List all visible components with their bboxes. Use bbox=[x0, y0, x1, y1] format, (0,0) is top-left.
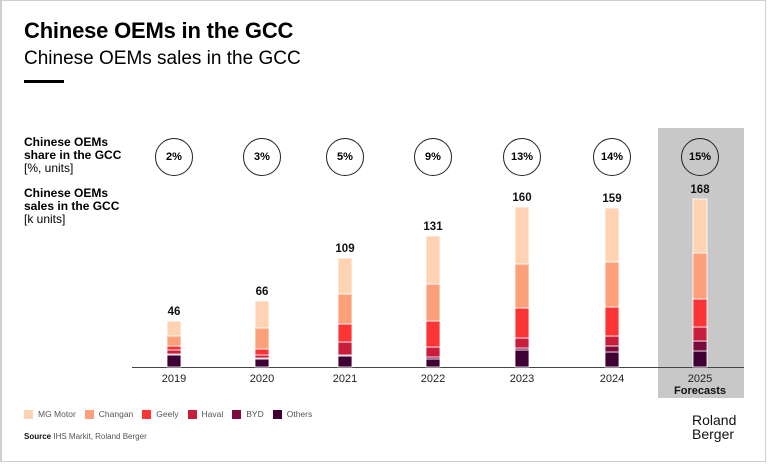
bar-segment-changan-2022 bbox=[425, 283, 441, 322]
bar-segment-changan-2021 bbox=[337, 293, 353, 325]
bar-segment-mg-motor-2024 bbox=[604, 207, 620, 263]
legend-item-mg-motor: MG Motor bbox=[24, 409, 76, 419]
title-accent-bar bbox=[24, 80, 64, 83]
legend-label: Others bbox=[286, 409, 313, 419]
source-label: Source bbox=[24, 432, 52, 441]
share-circle-2020: 3% bbox=[243, 138, 281, 176]
legend-item-geely: Geely bbox=[142, 409, 179, 419]
bar-segment-others-2021 bbox=[337, 355, 353, 368]
legend-item-changan: Changan bbox=[84, 409, 134, 419]
legend-swatch bbox=[142, 409, 152, 419]
share-label-unit: [%, units] bbox=[24, 161, 74, 175]
total-label-2019: 46 bbox=[168, 306, 181, 318]
bar-segment-geely-2024 bbox=[604, 306, 620, 337]
bar-segment-mg-motor-2019 bbox=[166, 320, 182, 337]
legend-swatch bbox=[187, 409, 197, 419]
legend-swatch bbox=[232, 409, 242, 419]
bar-segment-changan-2023 bbox=[514, 263, 530, 309]
total-label-2025: 168 bbox=[690, 184, 710, 196]
legend-item-byd: BYD bbox=[232, 409, 264, 419]
legend-swatch bbox=[84, 409, 94, 419]
source-note: Source IHS Markit, Roland Berger bbox=[24, 432, 147, 441]
bar-segment-geely-2019 bbox=[166, 345, 182, 351]
chart-subtitle: Chinese OEMs sales in the GCC bbox=[24, 48, 301, 69]
bar-segment-geely-2023 bbox=[514, 307, 530, 339]
share-circle-2025: 15% bbox=[681, 138, 719, 176]
sales-label-unit: [k units] bbox=[24, 212, 66, 226]
roland-berger-logo: Roland Berger bbox=[692, 413, 736, 441]
legend-label: Haval bbox=[201, 409, 224, 419]
legend-swatch bbox=[272, 409, 282, 419]
bar-segment-mg-motor-2025 bbox=[692, 198, 708, 254]
share-circle-2021: 5% bbox=[326, 138, 364, 176]
x-tick-label-2022: 2022 bbox=[421, 373, 445, 385]
x-tick-label-2020: 2020 bbox=[250, 373, 274, 385]
x-tick-label-2021: 2021 bbox=[333, 373, 357, 385]
source-text: IHS Markit, Roland Berger bbox=[53, 432, 147, 441]
share-circle-2022: 9% bbox=[414, 138, 452, 176]
bar-segment-haval-2020 bbox=[254, 354, 270, 359]
share-circle-2024: 14% bbox=[593, 138, 631, 176]
legend-label: Geely bbox=[156, 409, 179, 419]
bar-segment-others-2020 bbox=[254, 358, 270, 368]
sales-label-line2: sales in the GCC bbox=[24, 199, 120, 213]
bar-segment-geely-2020 bbox=[254, 348, 270, 356]
logo-line1: Roland bbox=[692, 412, 737, 428]
logo-line2: Berger bbox=[692, 426, 735, 442]
x-tick-label-2025: 2025 bbox=[688, 373, 712, 385]
bar-segment-mg-motor-2020 bbox=[254, 300, 270, 329]
bar-segment-mg-motor-2022 bbox=[425, 235, 441, 285]
share-circle-2019: 2% bbox=[155, 138, 193, 176]
legend-item-haval: Haval bbox=[187, 409, 224, 419]
bar-segment-changan-2020 bbox=[254, 327, 270, 350]
bar-segment-changan-2025 bbox=[692, 252, 708, 300]
total-label-2020: 66 bbox=[256, 286, 269, 298]
bar-segment-others-2024 bbox=[604, 351, 620, 368]
share-circle-2023: 13% bbox=[503, 138, 541, 176]
share-row-label: Chinese OEMs share in the GCC [%, units] bbox=[24, 136, 121, 175]
bar-segment-haval-2023 bbox=[514, 337, 530, 349]
total-label-2024: 159 bbox=[602, 193, 621, 205]
chart-title: Chinese OEMs in the GCC bbox=[24, 18, 294, 43]
share-label-line2: share in the GCC bbox=[24, 148, 122, 162]
x-tick-label-2023: 2023 bbox=[510, 373, 534, 385]
sales-row-label: Chinese OEMs sales in the GCC [k units] bbox=[24, 187, 119, 226]
total-label-2022: 131 bbox=[423, 221, 443, 233]
legend: MG Motor Changan Geely Haval BYD Others bbox=[24, 409, 312, 419]
bar-segment-others-2023 bbox=[514, 349, 530, 368]
legend-item-others: Others bbox=[272, 409, 313, 419]
legend-label: MG Motor bbox=[38, 409, 76, 419]
bar-segment-haval-2024 bbox=[604, 335, 620, 347]
bar-segment-mg-motor-2021 bbox=[337, 257, 353, 295]
total-label-2021: 109 bbox=[335, 243, 354, 255]
total-label-2023: 160 bbox=[512, 192, 531, 204]
bar-segment-haval-2025 bbox=[692, 326, 708, 342]
legend-label: BYD bbox=[246, 409, 264, 419]
bar-segment-haval-2021 bbox=[337, 341, 353, 356]
bar-segment-haval-2022 bbox=[425, 346, 441, 358]
sales-label-line1: Chinese OEMs bbox=[24, 186, 109, 200]
bar-segment-others-2025 bbox=[692, 350, 708, 368]
bar-segment-byd-2024 bbox=[604, 345, 620, 353]
bar-segment-changan-2024 bbox=[604, 261, 620, 308]
bar-segment-geely-2025 bbox=[692, 298, 708, 328]
bar-segment-haval-2019 bbox=[166, 349, 182, 355]
bar-segment-changan-2019 bbox=[166, 335, 182, 347]
bar-segment-byd-2025 bbox=[692, 340, 708, 352]
bar-segment-mg-motor-2023 bbox=[514, 206, 530, 265]
forecast-note: Forecasts bbox=[674, 385, 726, 397]
share-label-line1: Chinese OEMs bbox=[24, 135, 109, 149]
bar-segment-geely-2022 bbox=[425, 320, 441, 348]
legend-label: Changan bbox=[98, 409, 134, 419]
bar-segment-geely-2021 bbox=[337, 323, 353, 343]
x-tick-label-2024: 2024 bbox=[600, 373, 624, 385]
x-tick-label-2019: 2019 bbox=[162, 373, 186, 385]
legend-swatch bbox=[24, 409, 33, 419]
bar-segment-others-2022 bbox=[425, 358, 441, 368]
bar-segment-others-2019 bbox=[166, 354, 182, 368]
